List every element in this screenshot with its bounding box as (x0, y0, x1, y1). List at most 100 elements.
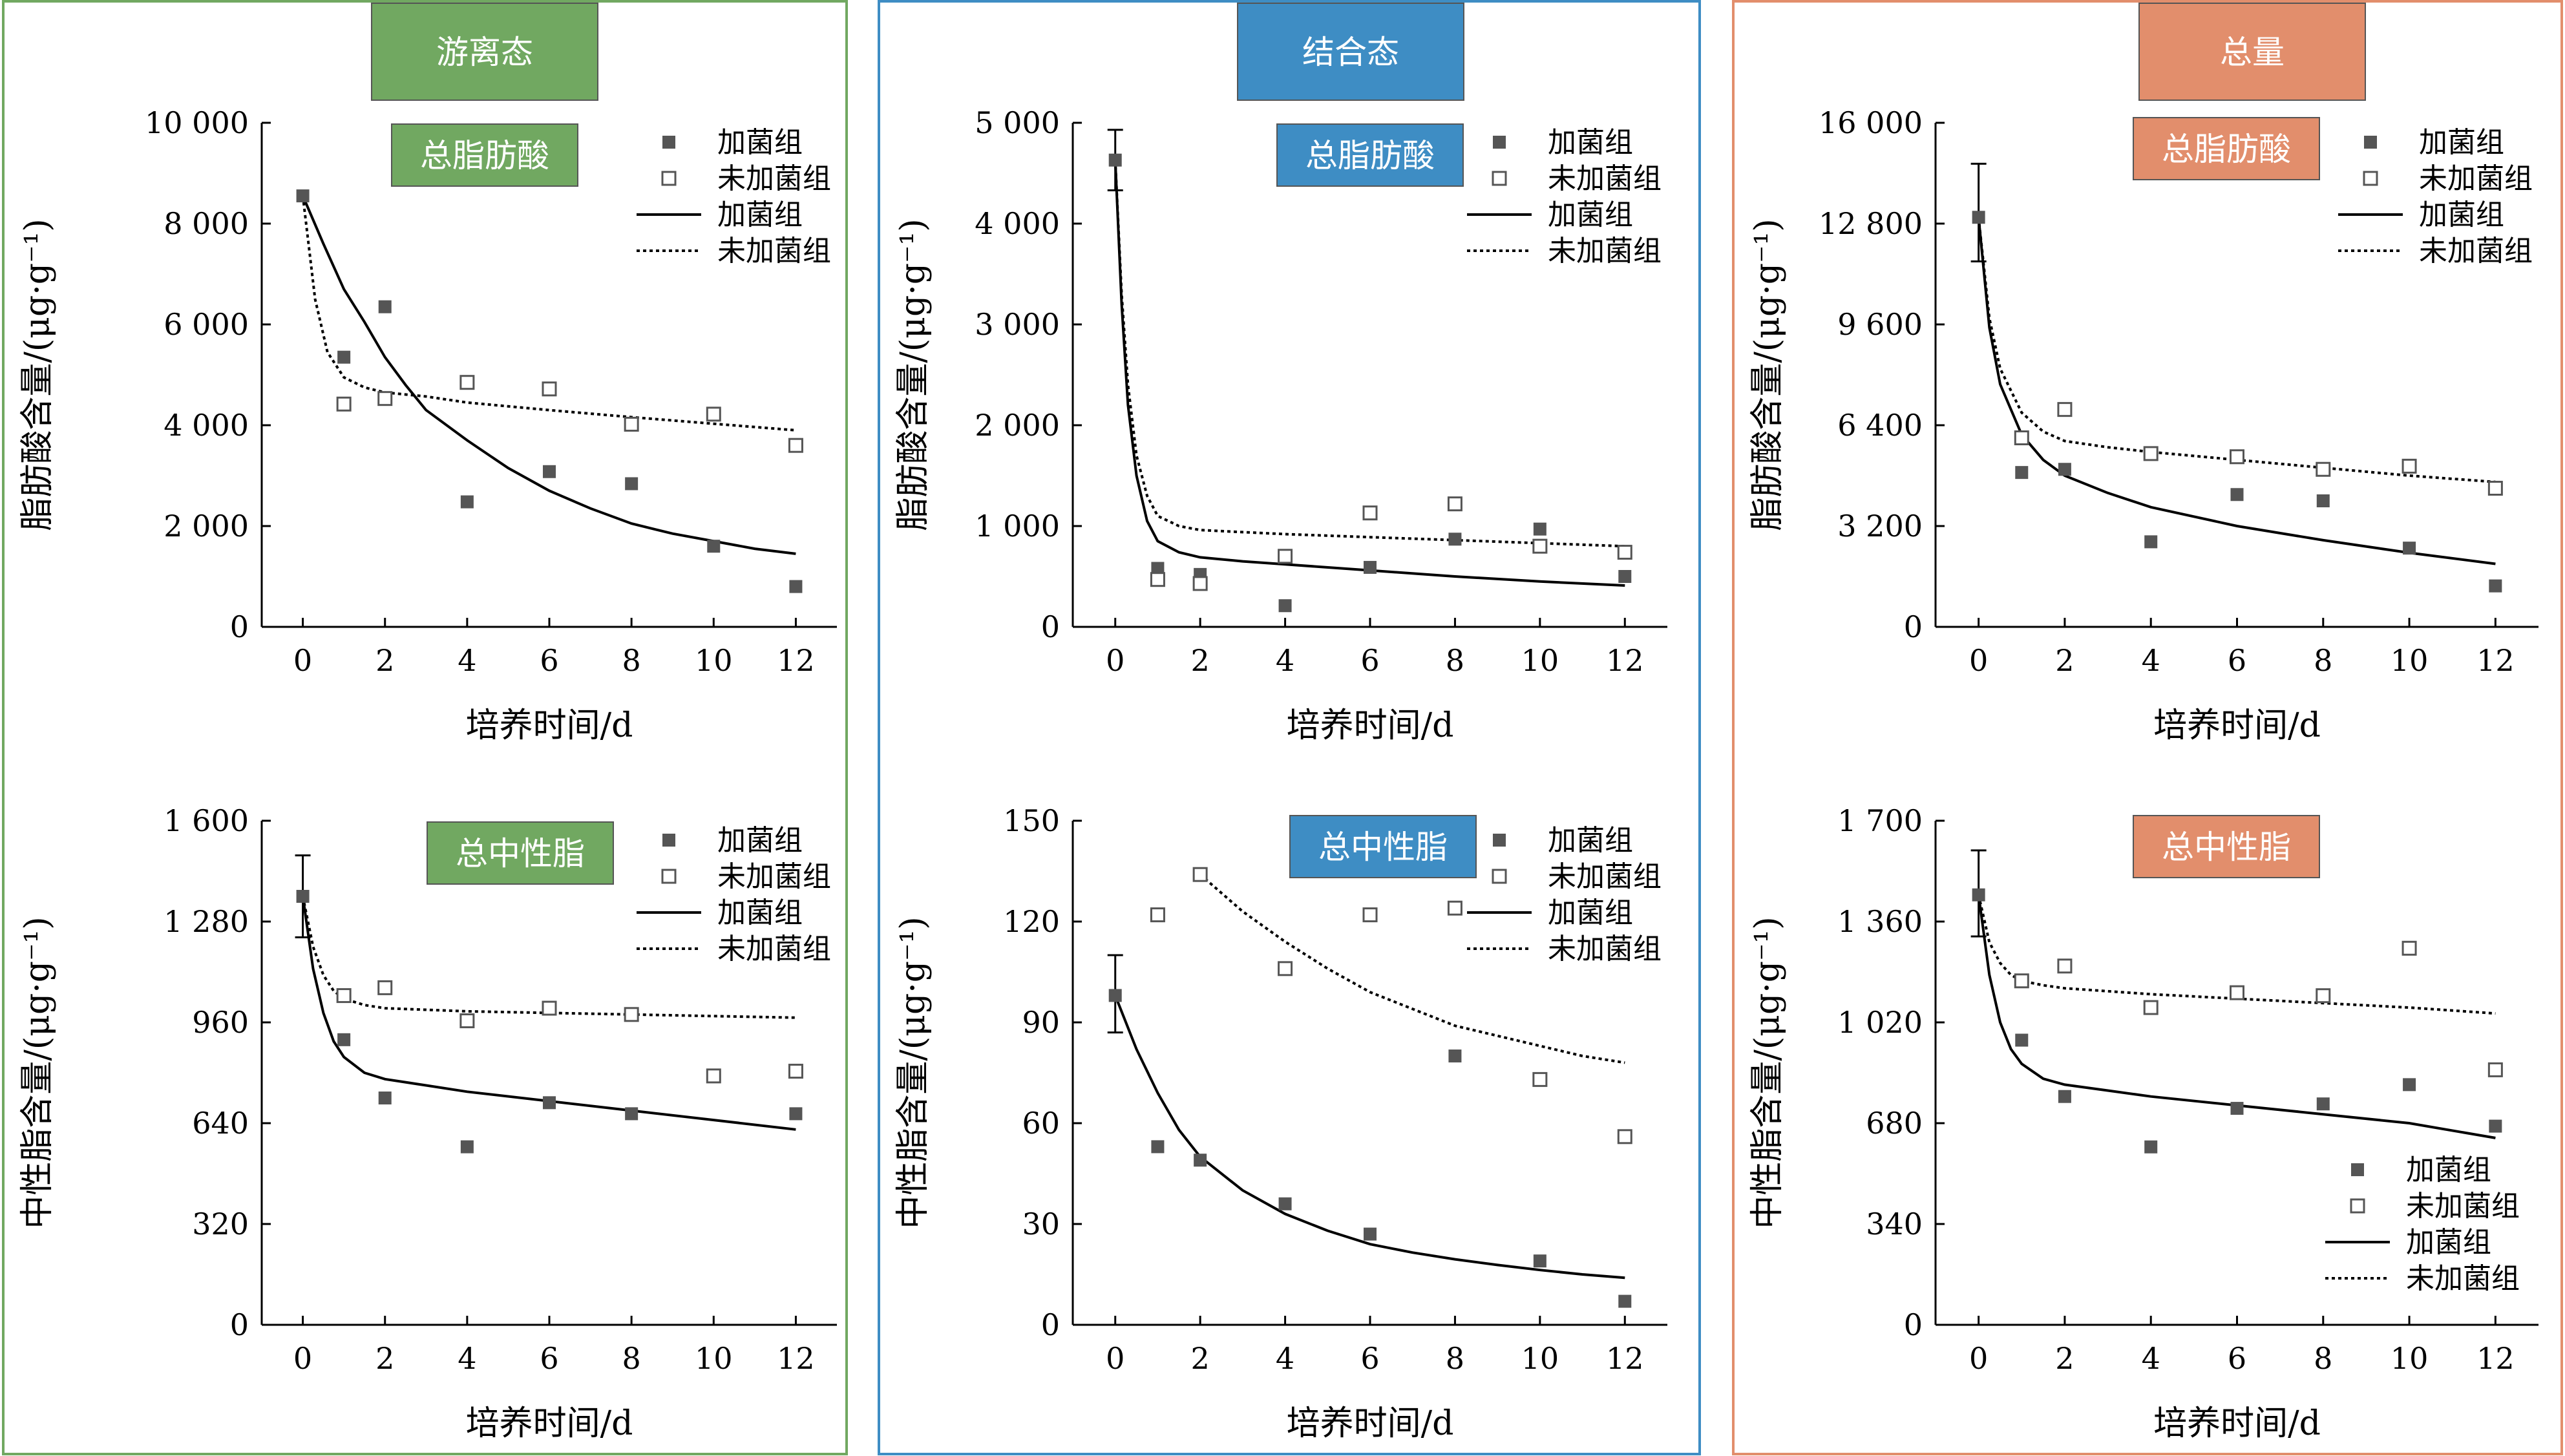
column-frame (2, 0, 848, 1455)
x-axis-title: 培养时间/d (466, 1404, 633, 1443)
data-point-inoculated (1972, 211, 1985, 224)
data-point-inoculated (1533, 1254, 1546, 1268)
data-point-control (2143, 446, 2159, 461)
chart-panel: 0 3 200 6 400 9 600 12 800 16 000 0 2 4 6 8 10 12 培养时… (1748, 105, 2539, 745)
data-point-inoculated (2144, 1140, 2158, 1154)
legend-label: 未加菌组 (1548, 933, 1662, 965)
legend-label: 加菌组 (717, 824, 803, 857)
y-tick-label: 8 000 (164, 206, 249, 241)
legend-label: 加菌组 (2419, 126, 2504, 159)
legend-label: 未加菌组 (1548, 162, 1662, 195)
data-point-control (459, 375, 475, 390)
legend-marker-open (2350, 1198, 2365, 1214)
data-point-inoculated (378, 300, 392, 313)
data-point-control (2401, 940, 2417, 956)
data-point-inoculated (1151, 562, 1165, 575)
legend-label: 未加菌组 (717, 235, 831, 268)
x-tick-label: 4 (1276, 643, 1294, 678)
data-point-control (336, 396, 352, 412)
plot-label: 总脂肪酸 (420, 137, 549, 174)
column-title: 游离态 (436, 34, 533, 71)
legend-label: 未加菌组 (1548, 235, 1662, 268)
data-point-inoculated (1194, 1154, 1207, 1167)
y-tick-label: 30 (1022, 1207, 1060, 1241)
x-tick-label: 0 (1106, 1341, 1124, 1376)
legend-label: 加菌组 (1548, 824, 1633, 857)
legend-marker-filled (2364, 136, 2377, 149)
data-point-control (2057, 402, 2073, 417)
data-point-control (1278, 549, 1293, 564)
x-tick-label: 12 (2476, 643, 2515, 678)
data-point-inoculated (1448, 1050, 1462, 1062)
plot-label: 总脂肪酸 (1305, 137, 1435, 174)
data-point-inoculated (1972, 888, 1985, 902)
data-point-inoculated (2403, 542, 2416, 555)
legend-label: 加菌组 (717, 896, 803, 929)
x-tick-label: 6 (1360, 643, 1379, 678)
legend-marker-filled (662, 136, 675, 149)
x-tick-label: 10 (2391, 1341, 2429, 1376)
x-tick-label: 0 (293, 643, 312, 678)
x-axis-title: 培养时间/d (1287, 1404, 1454, 1443)
data-point-control (2401, 458, 2417, 474)
y-tick-label: 1 000 (975, 509, 1060, 543)
chart-panel: 0 2 000 4 000 6 000 8 000 10 000 0 2 4 6 8 10 12 培养时间… (18, 105, 837, 745)
y-tick-label: 150 (1003, 803, 1060, 838)
data-point-control (1617, 1129, 1632, 1145)
x-tick-label: 4 (458, 643, 476, 678)
data-point-inoculated (2489, 1119, 2502, 1133)
y-tick-label: 4 000 (975, 206, 1060, 241)
x-axis-title: 培养时间/d (2153, 706, 2321, 745)
data-point-inoculated (1278, 599, 1292, 613)
data-point-inoculated (625, 477, 639, 491)
x-tick-label: 10 (1521, 1341, 1559, 1376)
data-point-control (1278, 961, 1293, 976)
plot-label: 总中性脂 (1318, 828, 1448, 866)
data-point-control (1150, 572, 1165, 587)
x-tick-label: 6 (2228, 1341, 2246, 1376)
x-tick-label: 0 (293, 1341, 312, 1376)
y-tick-label: 2 000 (975, 408, 1060, 443)
data-point-control (1532, 538, 1548, 554)
plot-label-box (1276, 123, 1464, 187)
data-point-control (459, 1013, 475, 1029)
data-point-inoculated (337, 350, 351, 364)
data-point-inoculated (1108, 989, 1122, 1002)
y-axis-title: 脂肪酸含量/(μg·g⁻¹) (18, 218, 57, 531)
data-point-control (2316, 988, 2331, 1004)
y-tick-label: 680 (1866, 1106, 1923, 1141)
chart-panel: 0 30 60 90 120 150 0 2 4 6 8 10 12 培养时间/d 中性脂含量/(μg·g⁻… (894, 803, 1667, 1443)
legend-marker-open (1492, 171, 1507, 186)
data-point-control (2230, 449, 2244, 465)
data-point-control (1192, 867, 1208, 882)
data-point-inoculated (2058, 1090, 2071, 1103)
data-point-control (2014, 430, 2029, 445)
x-tick-label: 2 (375, 1341, 394, 1376)
x-axis-title: 培养时间/d (466, 706, 633, 745)
data-point-inoculated (1448, 533, 1462, 546)
x-tick-label: 6 (2228, 643, 2246, 678)
data-point-inoculated (296, 189, 310, 203)
data-point-inoculated (1618, 570, 1632, 583)
column-frame (1732, 0, 2563, 1455)
fit-line-control (1114, 160, 1625, 548)
data-point-inoculated (2015, 1033, 2029, 1047)
data-point-inoculated (2230, 1102, 2244, 1115)
y-tick-label: 3 200 (1837, 509, 1923, 543)
data-point-control (2487, 481, 2503, 496)
legend-label: 加菌组 (2419, 198, 2504, 231)
data-point-control (542, 381, 557, 397)
column-frame (878, 0, 1701, 1455)
data-point-inoculated (1108, 153, 1122, 167)
legend-marker-filled (1493, 136, 1506, 149)
y-axis-title: 中性脂含量/(μg·g⁻¹) (894, 916, 933, 1229)
y-tick-label: 340 (1866, 1207, 1923, 1241)
legend-label: 未加菌组 (2419, 235, 2533, 268)
data-point-control (1362, 505, 1378, 521)
legend-marker-open (661, 171, 677, 186)
x-tick-label: 4 (1276, 1341, 1294, 1376)
x-tick-label: 12 (2476, 1341, 2515, 1376)
